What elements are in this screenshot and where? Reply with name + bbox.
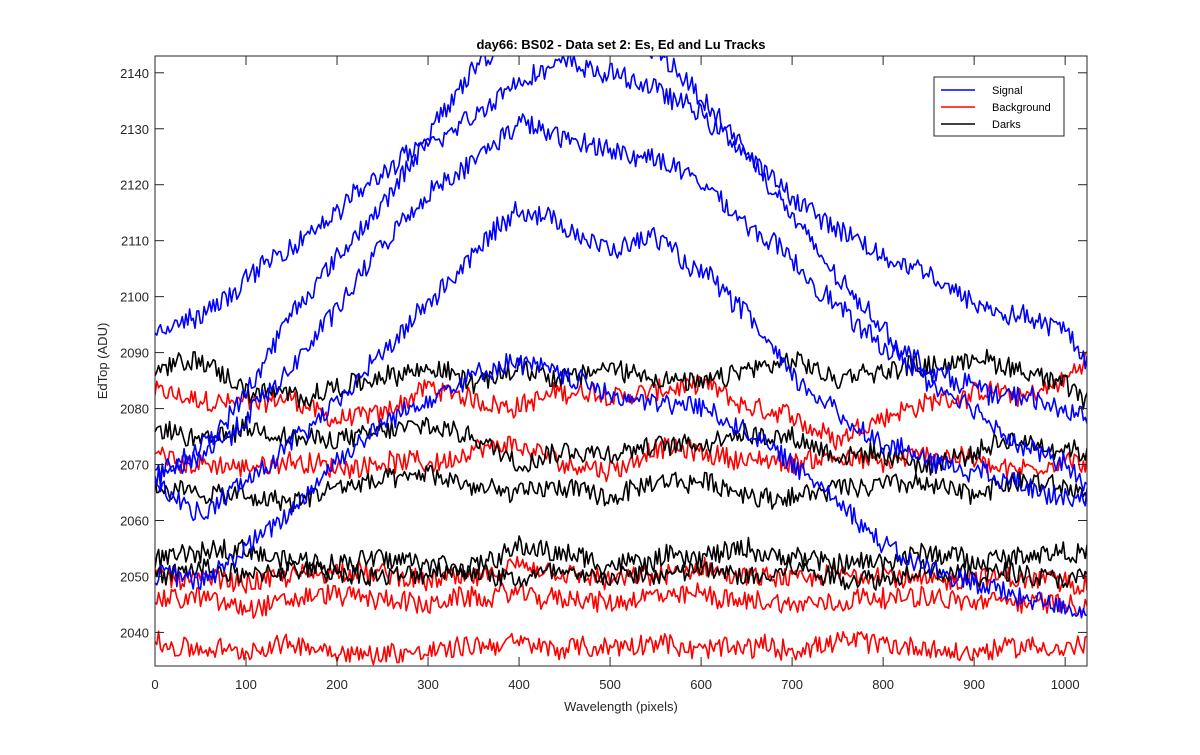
x-axis-label: Wavelength (pixels)	[564, 699, 678, 714]
series-background-line	[155, 581, 1087, 619]
legend-signal-label: Signal	[992, 85, 1023, 97]
x-tick-label: 0	[151, 677, 158, 692]
y-tick-label: 2130	[120, 122, 149, 137]
x-tick-label: 700	[781, 677, 803, 692]
x-tick-label: 500	[599, 677, 621, 692]
y-tick-label: 2090	[120, 346, 149, 361]
series-signal-line	[155, 56, 1087, 481]
y-axis: 2040 2050 2060 2070 2080 2090 2100 2110 2120 2130…	[120, 66, 1087, 640]
y-axis-label: EdTop (ADU)	[95, 323, 110, 400]
legend-box	[933, 76, 1065, 137]
x-tick-label: 800	[872, 677, 894, 692]
x-tick-label: 900	[963, 677, 985, 692]
x-tick-label: 200	[326, 677, 348, 692]
y-tick-label: 2140	[120, 66, 149, 81]
y-tick-label: 2110	[121, 234, 149, 249]
x-tick-label: 100	[235, 677, 257, 692]
x-tick-label: 1000	[1051, 677, 1080, 692]
y-tick-label: 2070	[120, 458, 149, 473]
legend-darks-label: Darks	[992, 119, 1021, 131]
chart-title: day66: BS02 - Data set 2: Es, Ed and Lu …	[476, 37, 765, 52]
y-tick-label: 2050	[120, 569, 149, 584]
x-tick-label: 400	[508, 677, 530, 692]
x-axis: 0 100 200 300 400 500 600 700 800 900 1000	[151, 56, 1080, 692]
series-signal-line	[155, 201, 1087, 522]
y-tick-label: 2040	[120, 625, 149, 640]
series-darks-line	[155, 465, 1087, 513]
legend: Signal Background Darks	[933, 76, 1065, 137]
series-background-line	[155, 630, 1087, 666]
axes-box	[154, 55, 1088, 667]
series-signal-line	[155, 56, 1087, 370]
x-tick-label: 300	[417, 677, 439, 692]
series-signal-line	[155, 113, 1087, 492]
y-tick-label: 2080	[120, 402, 149, 417]
y-tick-label: 2100	[120, 290, 149, 305]
x-tick-label: 600	[690, 677, 712, 692]
y-tick-label: 2060	[120, 513, 149, 528]
series-layer	[155, 56, 1087, 666]
series-signal-line	[155, 353, 1087, 619]
legend-background-label: Background	[992, 102, 1051, 114]
series-darks-line	[155, 557, 1087, 591]
y-tick-label: 2120	[120, 178, 149, 193]
